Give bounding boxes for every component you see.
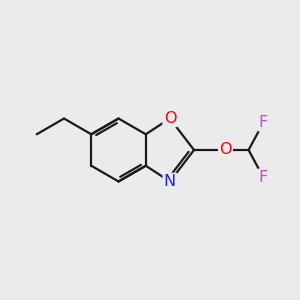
Text: F: F [259, 170, 268, 185]
Text: O: O [219, 142, 232, 158]
Text: N: N [164, 174, 176, 189]
Text: F: F [259, 115, 268, 130]
Text: O: O [164, 111, 176, 126]
